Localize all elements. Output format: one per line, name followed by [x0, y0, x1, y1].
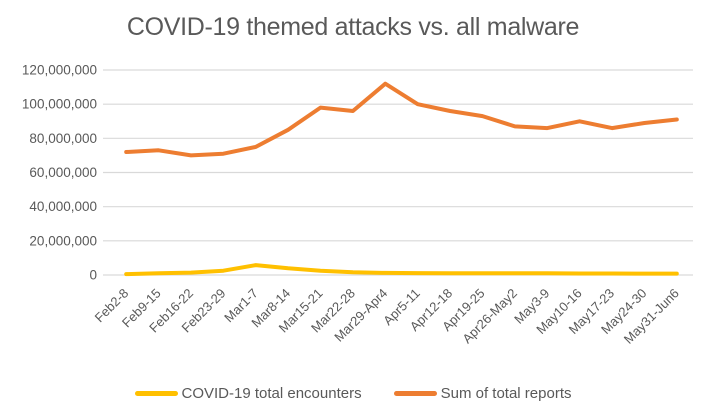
- legend-label-reports: Sum of total reports: [440, 385, 572, 402]
- y-axis-tick-label: 100,000,000: [22, 97, 97, 112]
- series-line-covid-encounters: [124, 263, 679, 277]
- y-axis-tick-label: 80,000,000: [29, 131, 97, 146]
- y-axis-tick-label: 0: [89, 268, 97, 283]
- legend-label-encounters: COVID-19 total encounters: [181, 385, 362, 402]
- legend-swatch-reports-icon: [393, 391, 437, 396]
- series-line-total-reports: [124, 81, 679, 158]
- legend: COVID-19 total encounters Sum of total r…: [0, 385, 706, 402]
- y-axis-tick-label: 60,000,000: [29, 165, 97, 180]
- legend-swatch-encounters-icon: [134, 391, 178, 396]
- legend-item-covid-encounters: COVID-19 total encounters: [134, 385, 362, 402]
- y-axis-tick-label: 40,000,000: [29, 199, 97, 214]
- chart-title: COVID-19 themed attacks vs. all malware: [126, 13, 580, 41]
- y-axis-tick-label: 20,000,000: [29, 233, 97, 248]
- y-axis-tick-label: 120,000,000: [22, 63, 97, 78]
- legend-item-total-reports: Sum of total reports: [393, 385, 572, 402]
